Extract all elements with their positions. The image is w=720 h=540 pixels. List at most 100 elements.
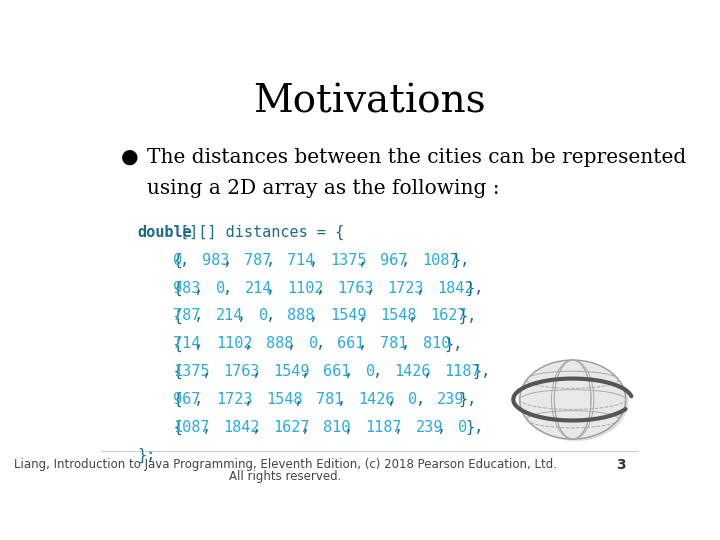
Text: 214: 214 (216, 308, 243, 323)
Text: Liang, Introduction to Java Programming, Eleventh Edition, (c) 2018 Pearson Educ: Liang, Introduction to Java Programming,… (14, 458, 557, 471)
Text: },: }, (472, 364, 491, 380)
Text: 1187: 1187 (444, 364, 480, 379)
Text: double: double (138, 225, 192, 240)
Text: 781: 781 (380, 336, 408, 352)
Text: 787: 787 (173, 308, 200, 323)
Text: ,: , (194, 281, 222, 295)
Text: ,: , (238, 308, 265, 323)
Text: {: { (138, 281, 183, 296)
Text: {: { (138, 253, 183, 268)
Text: 0: 0 (459, 420, 467, 435)
Text: 781: 781 (315, 392, 343, 407)
Text: 714: 714 (287, 253, 315, 268)
Text: ,: , (266, 308, 293, 323)
Text: 661: 661 (337, 336, 364, 352)
Text: 1102: 1102 (216, 336, 253, 352)
Text: ,: , (309, 308, 336, 323)
Text: ,: , (244, 336, 271, 352)
Text: ,: , (344, 420, 372, 435)
Text: ,: , (415, 281, 443, 295)
Circle shape (520, 360, 626, 439)
Text: ,: , (194, 308, 222, 323)
Text: },: }, (459, 308, 477, 323)
Text: 1426: 1426 (359, 392, 395, 407)
Text: 1102: 1102 (287, 281, 324, 295)
Text: 239: 239 (415, 420, 443, 435)
Text: 1627: 1627 (430, 308, 467, 323)
Text: 0: 0 (258, 308, 268, 323)
Text: 239: 239 (437, 392, 464, 407)
Text: ,: , (223, 253, 251, 268)
Text: ,: , (194, 392, 222, 407)
Text: 1087: 1087 (423, 253, 459, 268)
Text: ,: , (415, 392, 443, 407)
Text: 1187: 1187 (366, 420, 402, 435)
Text: ,: , (315, 336, 343, 352)
Text: ,: , (194, 336, 222, 352)
Text: ,: , (266, 281, 293, 295)
Text: 888: 888 (266, 336, 293, 352)
Text: {: { (138, 392, 183, 407)
Text: },: }, (444, 336, 462, 352)
Text: 1549: 1549 (330, 308, 366, 323)
Text: 967: 967 (380, 253, 408, 268)
Text: ,: , (359, 253, 386, 268)
Text: ,: , (401, 253, 428, 268)
Text: 1548: 1548 (380, 308, 416, 323)
Text: {: { (138, 336, 183, 352)
Text: using a 2D array as the following :: using a 2D array as the following : (148, 179, 500, 198)
Text: All rights reserved.: All rights reserved. (229, 470, 341, 483)
Text: Motivations: Motivations (253, 84, 485, 120)
Text: 810: 810 (323, 420, 350, 435)
Text: 1375: 1375 (330, 253, 366, 268)
Text: 0: 0 (173, 253, 182, 268)
Text: ,: , (302, 364, 329, 379)
Text: 0: 0 (216, 281, 225, 295)
Text: };: }; (138, 448, 156, 463)
Text: 1549: 1549 (273, 364, 310, 379)
Text: ,: , (266, 253, 293, 268)
Text: ,: , (202, 420, 229, 435)
Text: ,: , (344, 364, 372, 379)
Text: 3: 3 (616, 458, 626, 472)
Text: },: }, (451, 253, 469, 268)
Text: ,: , (287, 336, 315, 352)
Text: ●: ● (121, 148, 138, 167)
Text: 1763: 1763 (337, 281, 374, 295)
Text: ,: , (315, 281, 343, 295)
Text: 214: 214 (244, 281, 271, 295)
Text: 661: 661 (323, 364, 350, 379)
Text: 967: 967 (173, 392, 200, 407)
Text: 0: 0 (366, 364, 374, 379)
Text: ,: , (180, 253, 207, 268)
Text: 1627: 1627 (273, 420, 310, 435)
Text: 1842: 1842 (437, 281, 474, 295)
Text: 1842: 1842 (223, 420, 259, 435)
Text: ,: , (302, 420, 329, 435)
Text: 888: 888 (287, 308, 315, 323)
Text: ,: , (359, 308, 386, 323)
Text: ,: , (394, 420, 421, 435)
Text: ,: , (251, 364, 279, 379)
Text: 1763: 1763 (223, 364, 259, 379)
Circle shape (523, 362, 629, 441)
Text: [][] distances = {: [][] distances = { (180, 225, 344, 240)
Text: 714: 714 (173, 336, 200, 352)
Text: 1087: 1087 (173, 420, 210, 435)
Text: ,: , (423, 364, 450, 379)
Text: The distances between the cities can be represented: The distances between the cities can be … (148, 148, 687, 167)
Text: 1548: 1548 (266, 392, 302, 407)
Text: 1375: 1375 (173, 364, 210, 379)
Text: ,: , (373, 364, 400, 379)
Text: ,: , (337, 392, 364, 407)
Text: ,: , (359, 336, 386, 352)
Text: ,: , (387, 392, 415, 407)
Text: 983: 983 (202, 253, 229, 268)
Text: 1723: 1723 (216, 392, 253, 407)
Text: ,: , (366, 281, 393, 295)
Text: ,: , (251, 420, 279, 435)
Text: ,: , (309, 253, 336, 268)
Text: ,: , (408, 308, 436, 323)
Text: 810: 810 (423, 336, 450, 352)
Text: },: }, (459, 392, 477, 407)
